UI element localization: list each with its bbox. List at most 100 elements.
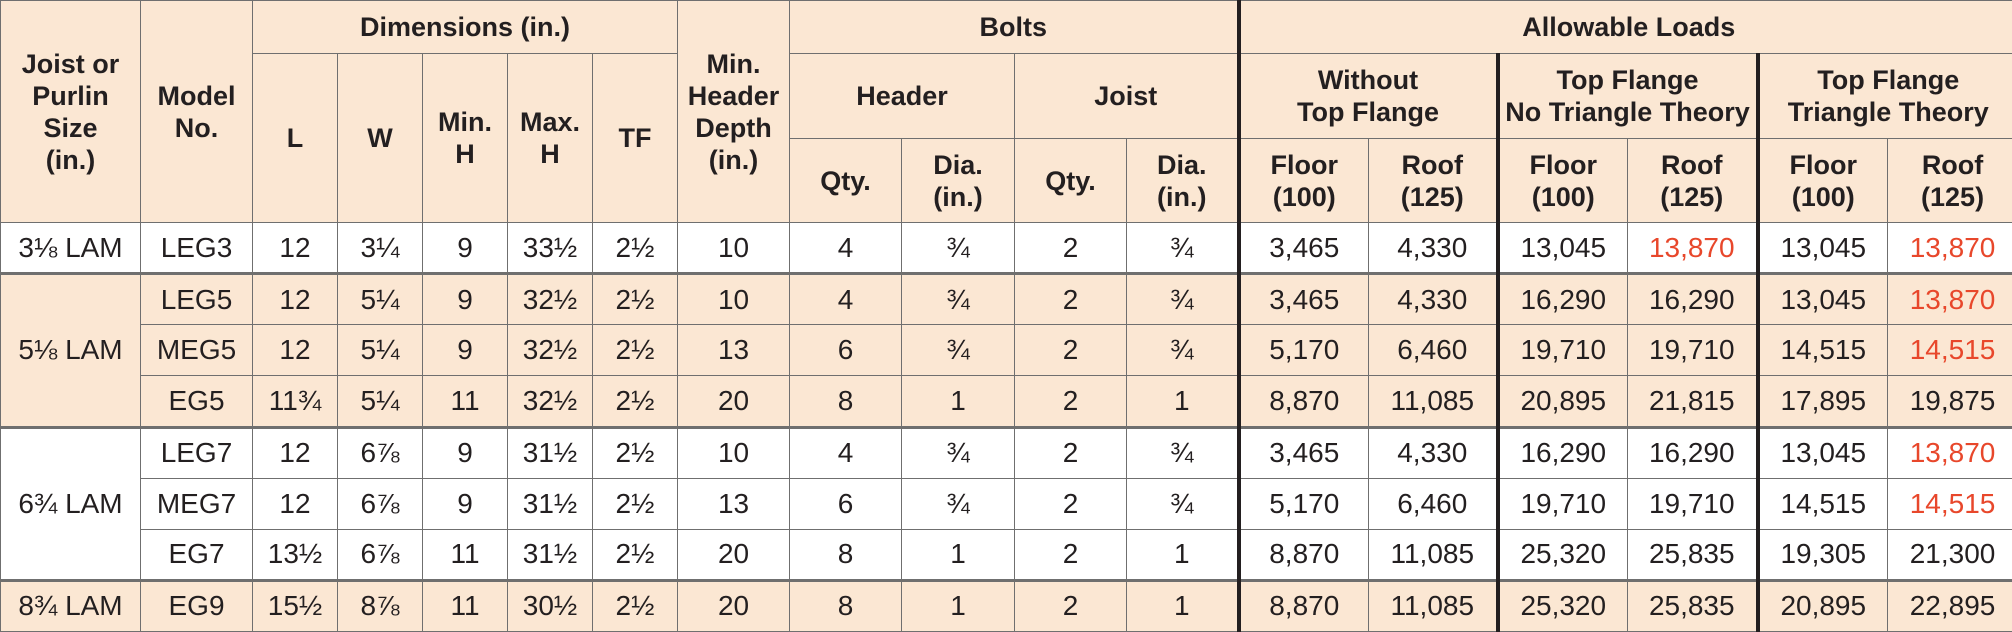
cell-model-no: MEG5: [140, 324, 253, 377]
col-W: W: [337, 53, 423, 223]
cell-triangle-floor: 17,895: [1755, 375, 1889, 428]
cell-joist-bolt-dia: ¾: [1126, 221, 1241, 275]
cell-max-H: 32½: [507, 324, 593, 377]
cell-triangle-roof: 14,515: [1887, 477, 2012, 530]
cell-min-header-depth: 20: [677, 578, 791, 632]
cell-header-bolt-qty: 4: [789, 272, 903, 326]
cell-header-bolt-dia: ¾: [901, 324, 1016, 377]
cell-without-tf-roof: 6,460: [1368, 477, 1500, 530]
cell-triangle-floor: 19,305: [1755, 528, 1889, 581]
cell-triangle-roof: 13,870: [1887, 272, 2012, 326]
col-group-bolts: Bolts: [789, 0, 1241, 54]
col-without-tf-roof: Roof (125): [1368, 138, 1500, 223]
cell-model-no: EG5: [140, 375, 253, 428]
col-joist-dia: Dia. (in.): [1126, 138, 1241, 223]
cell-joist-bolt-qty: 2: [1014, 221, 1128, 275]
cell-header-bolt-qty: 8: [789, 528, 903, 581]
cell-no-triangle-roof: 25,835: [1627, 528, 1759, 581]
cell-without-tf-floor: 8,870: [1238, 528, 1370, 581]
cell-triangle-floor: 13,045: [1755, 272, 1889, 326]
cell-TF: 2½: [591, 477, 679, 530]
cell-triangle-floor: 14,515: [1755, 324, 1889, 377]
cell-triangle-roof: 13,870: [1887, 425, 2012, 479]
cell-triangle-floor: 13,045: [1755, 221, 1889, 275]
cell-triangle-floor: 13,045: [1755, 425, 1889, 479]
table-row: 8¾ LAM EG9 15½ 8⅞ 11 30½ 2½ 20 8 1 2 1 8,870 11,085 25…: [0, 578, 2012, 632]
cell-joist-bolt-qty: 2: [1014, 272, 1128, 326]
cell-joist-bolt-qty: 2: [1014, 425, 1128, 479]
cell-without-tf-roof: 11,085: [1368, 528, 1500, 581]
cell-max-H: 33½: [507, 221, 593, 275]
table-body: 3⅛ LAM LEG3 12 3¼ 9 33½ 2½ 10 4 ¾ 2 ¾ 3,465 4,330 13,0…: [0, 221, 2012, 632]
cell-L: 12: [252, 477, 338, 530]
cell-header-bolt-dia: 1: [901, 578, 1016, 632]
cell-without-tf-roof: 6,460: [1368, 324, 1500, 377]
cell-min-header-depth: 20: [677, 528, 791, 581]
cell-no-triangle-floor: 20,895: [1497, 375, 1629, 428]
cell-without-tf-floor: 8,870: [1238, 578, 1370, 632]
cell-joist-bolt-dia: 1: [1126, 375, 1241, 428]
cell-without-tf-floor: 8,870: [1238, 375, 1370, 428]
cell-no-triangle-roof: 16,290: [1627, 425, 1759, 479]
table-row: 3⅛ LAM LEG3 12 3¼ 9 33½ 2½ 10 4 ¾ 2 ¾ 3,465 4,330 13,0…: [0, 221, 2012, 275]
cell-joist-bolt-dia: ¾: [1126, 477, 1241, 530]
cell-no-triangle-floor: 19,710: [1497, 324, 1629, 377]
cell-without-tf-roof: 4,330: [1368, 272, 1500, 326]
cell-max-H: 31½: [507, 425, 593, 479]
cell-min-header-depth: 13: [677, 324, 791, 377]
cell-joist-size: 5⅛ LAM: [0, 272, 141, 428]
cell-W: 5¼: [337, 375, 423, 428]
cell-min-H: 9: [422, 425, 508, 479]
col-min-H: Min. H: [422, 53, 508, 223]
cell-TF: 2½: [591, 272, 679, 326]
cell-no-triangle-roof: 16,290: [1627, 272, 1759, 326]
cell-W: 8⅞: [337, 578, 423, 632]
cell-model-no: LEG7: [140, 425, 253, 479]
cell-joist-size: 3⅛ LAM: [0, 221, 141, 275]
cell-joist-bolt-dia: 1: [1126, 578, 1241, 632]
cell-max-H: 32½: [507, 272, 593, 326]
col-TF: TF: [591, 53, 679, 223]
cell-without-tf-floor: 5,170: [1238, 477, 1370, 530]
col-L: L: [252, 53, 338, 223]
cell-joist-bolt-qty: 2: [1014, 528, 1128, 581]
cell-model-no: EG7: [140, 528, 253, 581]
col-joist-size: Joist or Purlin Size (in.): [0, 0, 141, 223]
cell-L: 12: [252, 272, 338, 326]
cell-joist-size: 8¾ LAM: [0, 578, 141, 632]
cell-min-header-depth: 10: [677, 272, 791, 326]
cell-min-header-depth: 10: [677, 425, 791, 479]
cell-min-H: 11: [422, 578, 508, 632]
cell-without-tf-roof: 11,085: [1368, 375, 1500, 428]
cell-no-triangle-roof: 19,710: [1627, 324, 1759, 377]
cell-min-header-depth: 20: [677, 375, 791, 428]
table-row: 5⅛ LAM LEG5 12 5¼ 9 32½ 2½ 10 4 ¾ 2 ¾ 3,465 4,330 16,2…: [0, 272, 2012, 428]
cell-header-bolt-qty: 8: [789, 578, 903, 632]
col-min-header-depth: Min. Header Depth (in.): [677, 0, 791, 223]
cell-TF: 2½: [591, 375, 679, 428]
cell-model-no: EG9: [140, 578, 253, 632]
cell-W: 5¼: [337, 272, 423, 326]
col-group-header-bolts: Header: [789, 53, 1016, 139]
cell-max-H: 31½: [507, 477, 593, 530]
cell-no-triangle-roof: 13,870: [1627, 221, 1759, 275]
cell-min-H: 11: [422, 528, 508, 581]
cell-model-no: LEG3: [140, 221, 253, 275]
cell-TF: 2½: [591, 528, 679, 581]
col-triangle-roof: Roof (125): [1887, 138, 2012, 223]
cell-W: 3¼: [337, 221, 423, 275]
cell-triangle-roof: 22,895: [1887, 578, 2012, 632]
cell-triangle-roof: 21,300: [1887, 528, 2012, 581]
cell-no-triangle-floor: 19,710: [1497, 477, 1629, 530]
table-header: Joist or Purlin Size (in.) Model No. Dim…: [0, 0, 2012, 223]
cell-header-bolt-dia: 1: [901, 375, 1016, 428]
cell-L: 11¾: [252, 375, 338, 428]
cell-no-triangle-roof: 21,815: [1627, 375, 1759, 428]
cell-model-no: MEG7: [140, 477, 253, 530]
cell-min-header-depth: 10: [677, 221, 791, 275]
cell-joist-bolt-qty: 2: [1014, 324, 1128, 377]
cell-header-bolt-qty: 6: [789, 324, 903, 377]
col-group-joist-bolts: Joist: [1014, 53, 1241, 139]
